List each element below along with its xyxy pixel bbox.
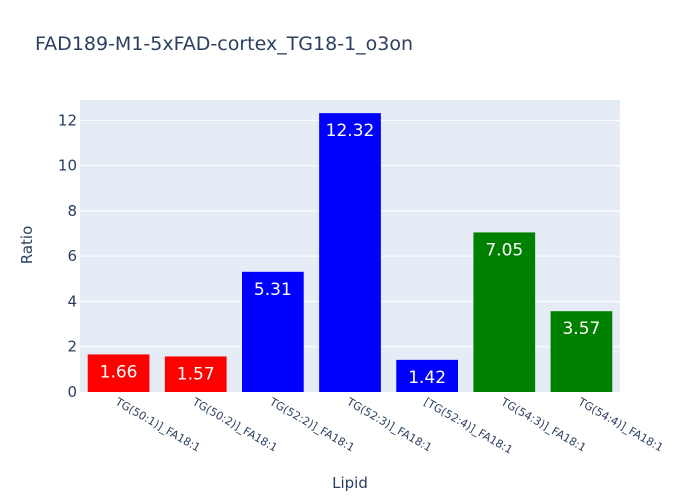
x-axis-title: Lipid [332, 474, 368, 492]
x-tick-label: TG(50:1)]_FA18:1 [112, 395, 202, 455]
x-tick-label: TG(50:2)]_FA18:1 [189, 395, 279, 455]
chart-title: FAD189-M1-5xFAD-cortex_TG18-1_o3on [35, 33, 413, 55]
bar [396, 359, 458, 392]
y-tick-label: 4 [67, 292, 77, 310]
bar-value-labels: 1.66 1.57 5.31 12.32 1.42 7.05 3.57 [100, 121, 601, 388]
bar [242, 271, 304, 392]
y-tick-label: 0 [67, 383, 77, 401]
bar-value-label: 5.31 [254, 280, 292, 300]
bar-value-label: 3.57 [562, 319, 600, 339]
bar [87, 354, 150, 392]
bar [550, 311, 613, 392]
x-tick-label: TG(52:2)]_FA18:1 [266, 395, 356, 455]
bar-value-label: 7.05 [485, 240, 523, 260]
x-tick-label: TG(54:4)]_FA18:1 [575, 395, 665, 455]
bar-value-label: 1.66 [100, 362, 138, 382]
y-tick-label: 10 [58, 157, 77, 175]
y-axis-ticks: 0 2 4 6 8 10 12 [58, 111, 77, 401]
x-axis-ticks: TG(50:1)]_FA18:1TG(50:2)]_FA18:1TG(52:2)… [112, 395, 665, 457]
bar-value-label: 1.42 [408, 368, 446, 388]
x-tick-label: TG(52:3)]_FA18:1 [344, 395, 434, 455]
y-tick-label: 8 [67, 202, 77, 220]
bar [164, 356, 227, 392]
bar [319, 113, 381, 392]
y-axis-title: Ratio [18, 226, 36, 265]
bar-value-label: 1.57 [177, 364, 215, 384]
bar-value-label: 12.32 [326, 121, 375, 141]
y-tick-label: 2 [67, 338, 77, 356]
bars [87, 113, 613, 392]
y-tick-label: 6 [67, 247, 77, 265]
y-tick-label: 12 [58, 111, 77, 129]
bar [473, 232, 536, 392]
